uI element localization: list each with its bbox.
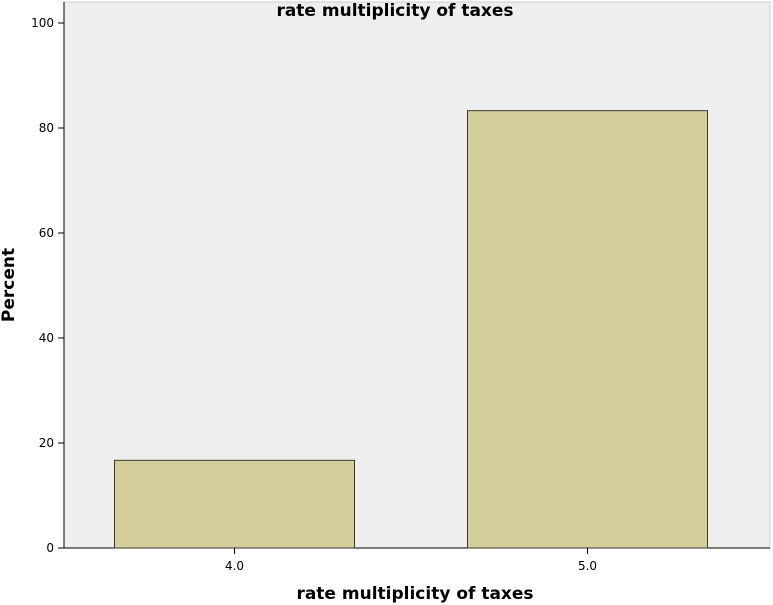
x-tick-label: 4.0: [225, 559, 244, 573]
bars: [114, 110, 708, 549]
x-tick-label: 5.0: [578, 559, 597, 573]
y-tick-label: 40: [39, 331, 54, 345]
y-ticks: 0 20 40 60 80 100: [31, 16, 64, 555]
bar: [114, 459, 355, 549]
x-ticks: 4.0 5.0: [225, 548, 597, 573]
chart-title: rate multiplicity of taxes: [276, 1, 513, 21]
y-tick-label: 60: [39, 226, 54, 240]
y-tick-label: 80: [39, 121, 54, 135]
y-tick-label: 100: [31, 16, 54, 30]
y-axis-label: Percent: [0, 248, 19, 322]
y-tick-label: 20: [39, 436, 54, 450]
y-tick-label: 0: [46, 541, 54, 555]
bar: [467, 110, 708, 549]
x-axis-label: rate multiplicity of taxes: [296, 584, 533, 604]
